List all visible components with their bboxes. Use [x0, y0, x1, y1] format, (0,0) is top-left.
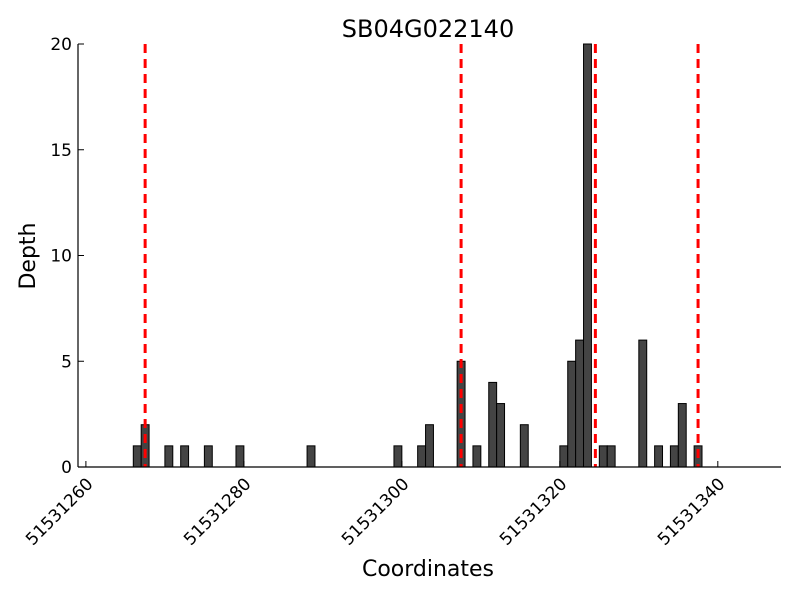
bar-2	[164, 445, 174, 468]
bars-layer	[132, 43, 703, 468]
bar-24	[677, 403, 687, 468]
vlines-layer	[143, 44, 700, 467]
bar-15	[559, 445, 569, 468]
bar-8	[417, 445, 427, 468]
bar-11	[472, 445, 482, 468]
y-axis-label: Depth	[16, 222, 41, 289]
bar-6	[306, 445, 316, 468]
bar-12	[488, 381, 498, 468]
bar-5	[235, 445, 245, 468]
chart-title: SB04G022140	[342, 15, 514, 43]
bar-18	[583, 43, 592, 468]
ticks-layer: 51531260 51531280 51531300 51531320 51531340…	[22, 35, 729, 550]
bar-16	[567, 360, 577, 468]
y-tick-label-0: 0	[61, 458, 72, 478]
y-tick-label-4: 20	[50, 35, 72, 55]
x-tick-label-0: 51531260	[22, 474, 97, 549]
x-tick-label-2: 51531300	[338, 474, 413, 549]
bar-20	[606, 445, 616, 468]
bar-4	[203, 445, 213, 468]
bar-21	[638, 339, 648, 468]
bar-0	[132, 445, 142, 468]
bar-9	[425, 424, 434, 468]
x-tick-label-1: 51531280	[180, 474, 255, 549]
bar-14	[519, 424, 529, 468]
bar-13	[496, 403, 506, 468]
bar-22	[654, 445, 664, 468]
x-axis-label: Coordinates	[362, 557, 494, 582]
y-tick-label-3: 15	[50, 141, 72, 161]
y-tick-label-2: 10	[50, 247, 72, 267]
bar-23	[669, 445, 679, 468]
bar-7	[393, 445, 403, 468]
axes-layer	[77, 44, 781, 468]
bar-1	[140, 424, 150, 468]
bar-17	[575, 339, 585, 468]
y-tick-label-1: 5	[61, 352, 72, 372]
x-tick-label-3: 51531320	[496, 474, 571, 549]
bar-19	[598, 445, 608, 468]
x-tick-label-4: 51531340	[654, 474, 729, 549]
bar-3	[180, 445, 190, 468]
